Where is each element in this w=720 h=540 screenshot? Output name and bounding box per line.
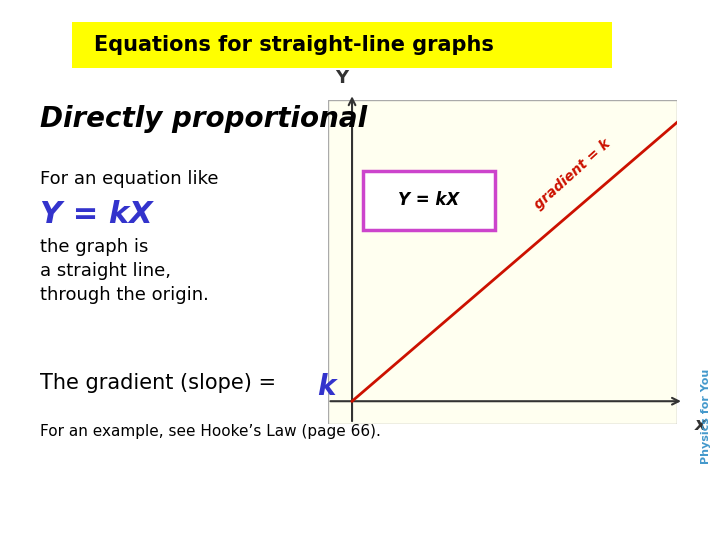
Text: The gradient (slope) =: The gradient (slope) = — [40, 373, 282, 393]
Text: Directly proportional: Directly proportional — [40, 105, 366, 133]
Text: x: x — [694, 416, 706, 434]
Text: For an example, see Hooke’s Law (page 66).: For an example, see Hooke’s Law (page 66… — [40, 424, 380, 439]
Text: For an equation like: For an equation like — [40, 170, 218, 188]
Bar — [363, 171, 495, 230]
Text: Y = kX: Y = kX — [398, 191, 459, 210]
Text: Y = kX: Y = kX — [40, 200, 152, 229]
Text: gradient = k: gradient = k — [531, 137, 613, 212]
Text: the graph is: the graph is — [40, 238, 148, 255]
Text: a straight line,: a straight line, — [40, 262, 171, 280]
Text: through the origin.: through the origin. — [40, 286, 209, 304]
Text: Equations for straight-line graphs: Equations for straight-line graphs — [94, 35, 493, 55]
Text: Physics for You: Physics for You — [701, 369, 711, 464]
Text: Y: Y — [335, 69, 348, 87]
Text: k: k — [317, 373, 336, 401]
